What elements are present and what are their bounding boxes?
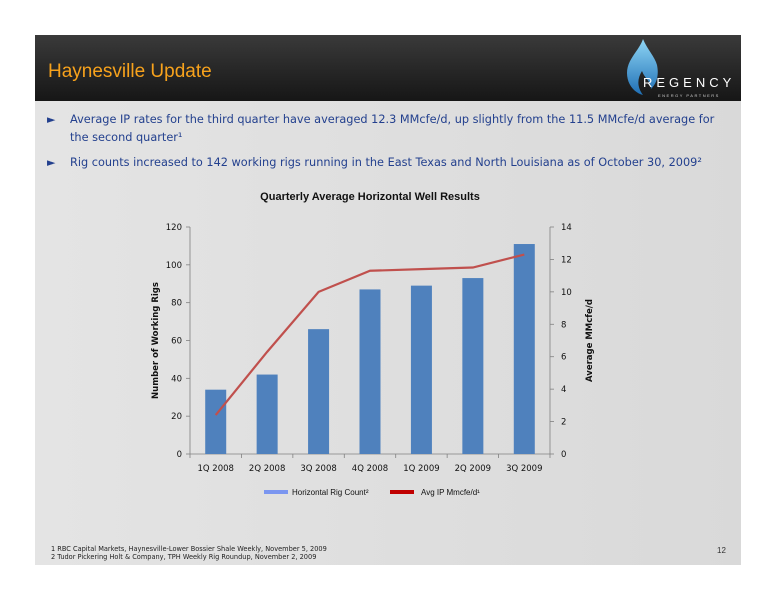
x-tick-label: 3Q 2008 — [300, 464, 336, 474]
legend-swatch-rig-count — [264, 490, 288, 494]
y-tick-label: 20 — [171, 412, 182, 422]
bullet-arrow-icon: ► — [47, 156, 56, 169]
y2-tick-label: 10 — [561, 288, 572, 298]
bullet-item: ► Average IP rates for the third quarter… — [47, 111, 727, 147]
logo-wordmark: REGENCY — [643, 75, 736, 90]
footnotes: 1 RBC Capital Markets, Haynesville-Lower… — [51, 545, 327, 562]
y2-tick-label: 8 — [561, 320, 566, 330]
y2-axis-label: Average MMcfe/d — [585, 299, 595, 382]
header-bar: Haynesville Update REGENCY ENERGY PARTNE… — [35, 35, 741, 101]
y2-tick-label: 2 — [561, 418, 566, 428]
bar-rig-count — [256, 374, 278, 454]
y-tick-label: 100 — [166, 261, 182, 271]
bullet-text: Average IP rates for the third quarter h… — [70, 113, 715, 144]
y-tick-label: 60 — [171, 337, 182, 347]
footnote: 2 Tudor Pickering Holt & Company, TPH We… — [51, 553, 317, 562]
legend-label-avg-ip: Avg IP Mmcfe/d¹ — [421, 488, 480, 497]
bar-rig-count — [410, 285, 432, 454]
bar-rig-count — [205, 389, 227, 454]
y-tick-label: 80 — [171, 299, 182, 309]
x-tick-label: 2Q 2009 — [455, 464, 491, 474]
y-tick-label: 120 — [166, 223, 182, 233]
x-tick-label: 4Q 2008 — [352, 464, 388, 474]
bullet-text: Rig counts increased to 142 working rigs… — [70, 156, 702, 169]
bar-rig-count — [513, 244, 535, 454]
slide: Haynesville Update REGENCY ENERGY PARTNE… — [35, 35, 741, 565]
x-tick-label: 3Q 2009 — [506, 464, 542, 474]
legend-label-rig-count: Horizontal Rig Count² — [292, 488, 369, 497]
bar-rig-count — [462, 278, 484, 454]
footnote: 1 RBC Capital Markets, Haynesville-Lower… — [51, 545, 327, 553]
y-tick-label: 0 — [177, 450, 182, 460]
y2-tick-label: 4 — [561, 385, 566, 395]
bullet-arrow-icon: ► — [47, 113, 56, 126]
y-tick-label: 40 — [171, 374, 182, 384]
bar-rig-count — [359, 289, 381, 454]
y2-tick-label: 14 — [561, 223, 572, 233]
y2-tick-label: 0 — [561, 450, 566, 460]
x-tick-label: 1Q 2009 — [403, 464, 439, 474]
y-axis-label: Number of Working Rigs — [151, 282, 161, 399]
y2-tick-label: 12 — [561, 255, 572, 265]
slide-title: Haynesville Update — [48, 61, 212, 82]
bullet-list: ► Average IP rates for the third quarter… — [47, 111, 727, 179]
legend-swatch-avg-ip — [390, 490, 414, 494]
x-tick-label: 1Q 2008 — [197, 464, 233, 474]
y2-tick-label: 6 — [561, 353, 566, 363]
bar-rig-count — [308, 329, 330, 454]
x-tick-label: 2Q 2008 — [249, 464, 285, 474]
page-number: 12 — [717, 546, 726, 555]
regency-flame-logo-icon — [627, 39, 658, 95]
chart-title: Quarterly Average Horizontal Well Result… — [260, 191, 480, 203]
logo-subtext: ENERGY PARTNERS — [658, 93, 720, 98]
bullet-item: ► Rig counts increased to 142 working ri… — [47, 154, 727, 172]
